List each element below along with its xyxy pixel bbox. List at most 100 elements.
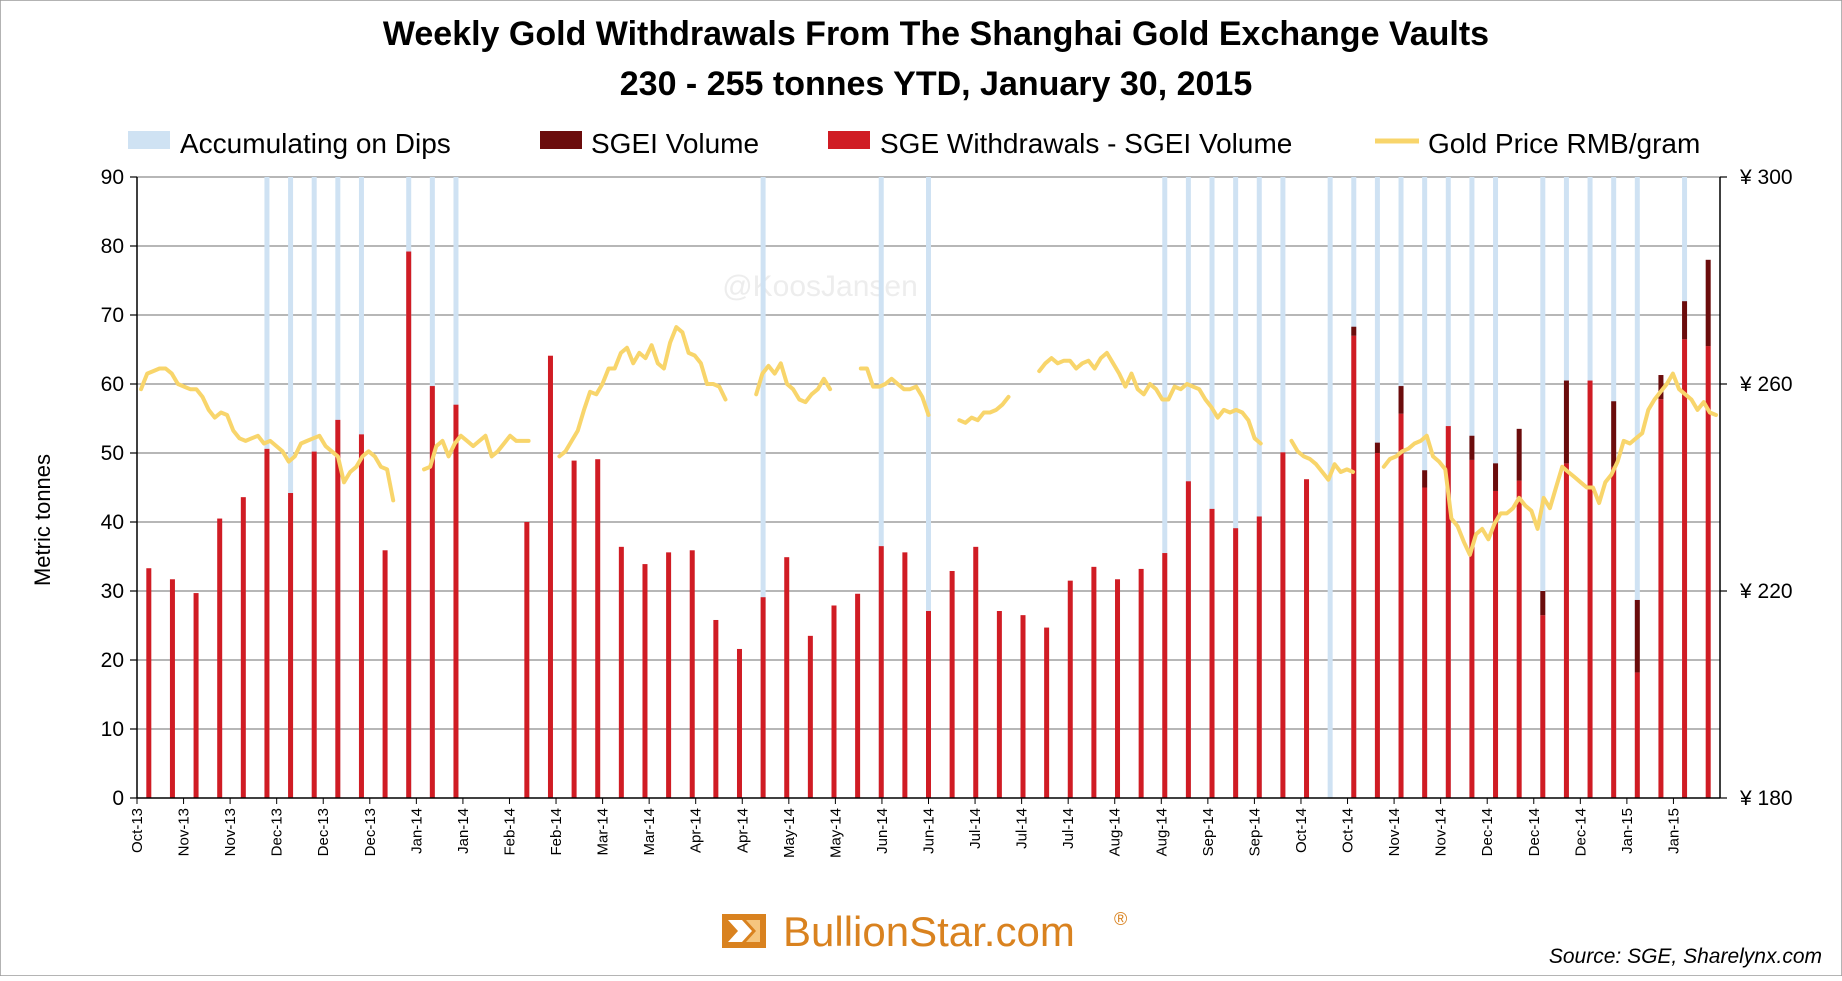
y-tick-label: 90 (101, 166, 124, 189)
sgei-bar (1398, 386, 1404, 414)
bullionstar-logo-mark (722, 914, 766, 948)
x-tick-label: Oct-14 (1340, 808, 1357, 853)
withdrawal-bar (453, 404, 459, 798)
x-tick-label: Jul-14 (1014, 808, 1031, 849)
y-tick-label: 10 (101, 718, 124, 741)
withdrawal-bar (571, 460, 577, 798)
withdrawal-bar (1634, 672, 1640, 798)
x-tick-label: Jun-14 (921, 808, 938, 854)
x-tick-label: May-14 (827, 808, 844, 858)
x-tick-label: Sep-14 (1200, 808, 1217, 856)
accumulating-bar (760, 177, 766, 798)
withdrawal-bar (217, 518, 223, 798)
y2-axis-ticks: ¥ 180 ¥ 220 ¥ 260 ¥ 300 (1720, 166, 1793, 810)
withdrawal-bar (1115, 579, 1121, 798)
withdrawal-bar (1563, 463, 1569, 798)
withdrawal-bar (736, 648, 742, 798)
y-axis-label: Metric tonnes (30, 454, 55, 586)
gold-price-segment (1381, 371, 1718, 557)
withdrawal-bar (878, 546, 884, 798)
chart-subtitle: 230 - 255 tonnes YTD, January 30, 2015 (620, 65, 1253, 103)
withdrawal-bar (902, 552, 908, 798)
y-tick-label: 40 (101, 511, 124, 534)
withdrawal-bar (713, 619, 719, 798)
x-tick-label: Nov-14 (1433, 808, 1450, 856)
x-tick-label: Jun-14 (874, 808, 891, 854)
y-tick-label: 80 (101, 235, 124, 258)
withdrawal-bar (1540, 615, 1546, 798)
sgei-bar (1422, 470, 1428, 488)
x-tick-label: Mar-14 (641, 808, 658, 856)
accumulating-bar (878, 177, 884, 798)
x-tick-label: Nov-13 (222, 808, 239, 856)
bullionstar-logo: BullionStar.com ® (722, 908, 1127, 955)
legend-label-sgei: SGEI Volume (591, 128, 759, 159)
gold-price-segment (1037, 350, 1263, 446)
x-tick-label: Dec-13 (269, 808, 286, 856)
withdrawal-bar (1304, 479, 1310, 798)
y-tick-label: 0 (112, 787, 124, 810)
legend-swatch-accumulating (128, 131, 170, 149)
withdrawal-bar (1256, 516, 1262, 798)
x-tick-label: Dec-13 (315, 808, 332, 856)
withdrawal-bar (996, 611, 1002, 798)
sgei-bar (1540, 591, 1546, 616)
gold-price-segment (957, 394, 1011, 425)
withdrawal-bar (1611, 466, 1617, 798)
y2-tick-label: ¥ 260 (1739, 373, 1793, 396)
withdrawal-bars (146, 251, 1711, 798)
withdrawal-bar (595, 459, 601, 798)
withdrawal-bar (240, 497, 246, 798)
sgei-bar (1493, 463, 1499, 491)
x-tick-label: Jan-14 (455, 808, 472, 854)
withdrawal-bar (335, 419, 341, 798)
x-tick-label: Aug-14 (1153, 808, 1170, 856)
x-tick-label: Jan-14 (408, 808, 425, 854)
sgei-bar (1658, 375, 1664, 400)
x-tick-label: Dec-14 (1526, 808, 1543, 856)
x-tick-label: Dec-14 (1479, 808, 1496, 856)
watermark-annotation: @KoosJansen (722, 270, 918, 303)
withdrawal-bar (1658, 399, 1664, 798)
sgei-bar (1705, 259, 1711, 347)
x-tick-label: Feb-14 (502, 808, 519, 856)
y2-tick-label: ¥ 220 (1739, 580, 1793, 603)
gold-price-line (139, 325, 1718, 557)
x-tick-label: Feb-14 (548, 808, 565, 856)
x-tick-label: Oct-14 (1293, 808, 1310, 853)
withdrawal-bar (1162, 553, 1168, 798)
source-note: Source: SGE, Sharelynx.com (1549, 945, 1822, 968)
x-tick-label: Dec-13 (362, 808, 379, 856)
withdrawal-bar (689, 550, 695, 798)
x-tick-label: Apr-14 (734, 808, 751, 853)
x-tick-label: Aug-14 (1107, 808, 1124, 856)
withdrawal-bar (146, 568, 152, 798)
withdrawal-bar (1138, 568, 1144, 798)
withdrawal-bar (1587, 380, 1593, 798)
accumulating-bar (1209, 177, 1215, 798)
gold-price-segment (1289, 438, 1355, 482)
withdrawal-bar (973, 546, 979, 798)
withdrawal-bar (949, 570, 955, 798)
x-tick-label: Sep-14 (1246, 808, 1263, 856)
legend-swatch-sge-minus-sgei (828, 131, 870, 149)
x-tick-label: Mar-14 (595, 808, 612, 856)
withdrawal-bar (1209, 508, 1215, 798)
sgei-bar (1682, 301, 1688, 340)
legend-swatch-sgei (540, 131, 582, 149)
withdrawal-bar (406, 251, 412, 798)
withdrawal-bar (288, 493, 294, 798)
withdrawal-bar (1682, 339, 1688, 798)
withdrawal-bar (831, 605, 837, 798)
withdrawal-bar (1233, 528, 1239, 798)
withdrawal-bar (429, 386, 435, 798)
withdrawal-bar (524, 522, 530, 798)
accumulating-bar (926, 177, 931, 798)
withdrawal-bar (264, 448, 270, 798)
y-tick-label: 20 (101, 649, 124, 672)
accumulating-bar (1540, 177, 1546, 798)
withdrawal-bar (547, 355, 553, 798)
gold-price-segment (557, 325, 728, 459)
withdrawal-bar (1445, 426, 1451, 798)
y2-tick-label: ¥ 300 (1739, 166, 1793, 189)
